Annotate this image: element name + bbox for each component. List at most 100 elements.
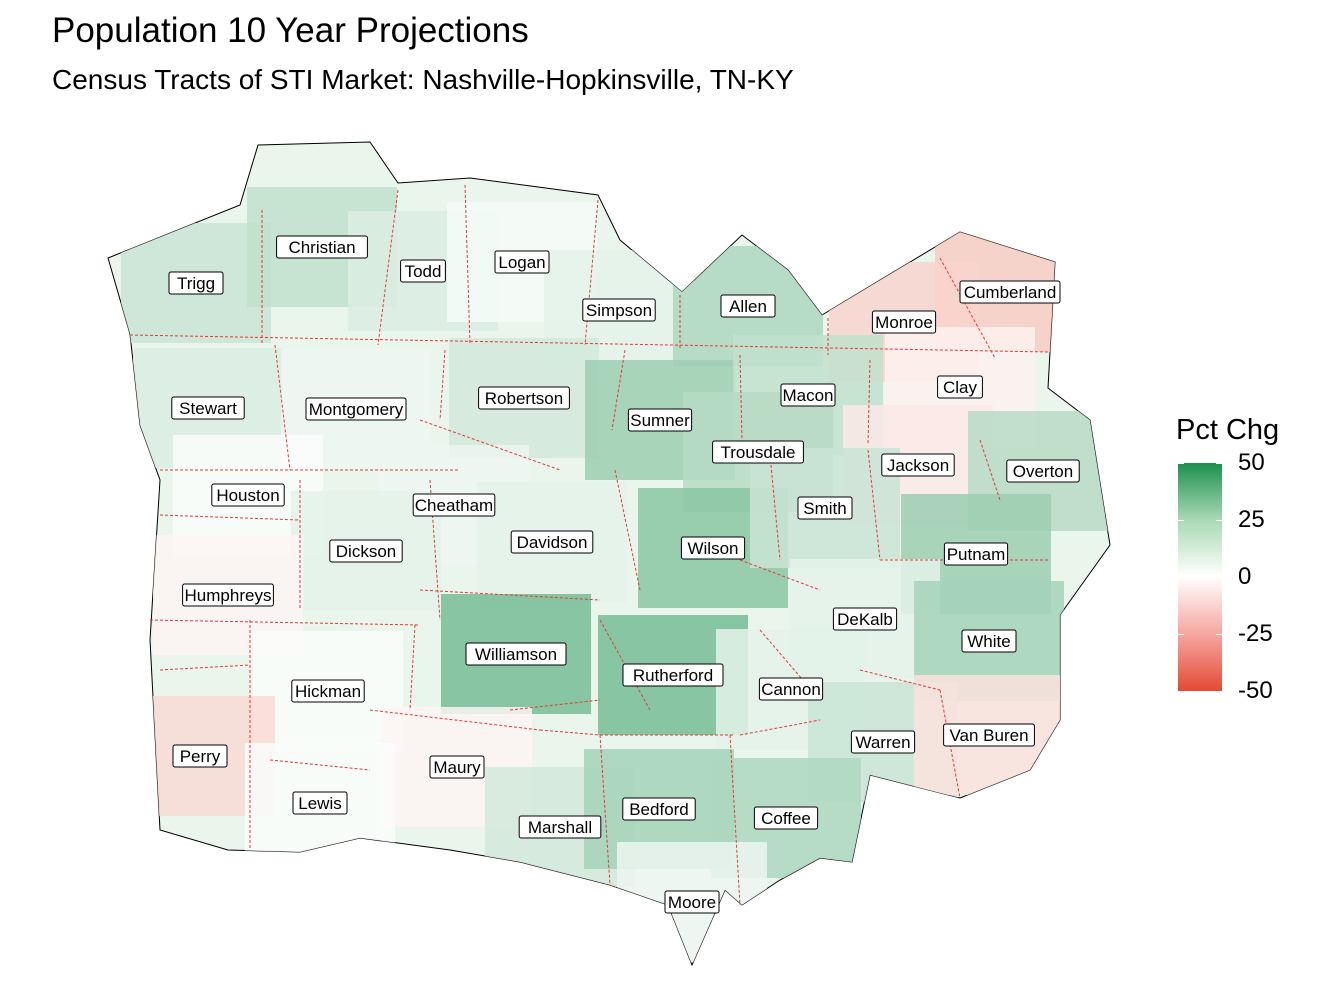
svg-text:Robertson: Robertson bbox=[485, 389, 563, 408]
svg-text:Monroe: Monroe bbox=[875, 313, 933, 332]
county-label-todd: Todd bbox=[400, 259, 446, 283]
svg-text:Putnam: Putnam bbox=[947, 545, 1006, 564]
county-label-putnam: Putnam bbox=[943, 542, 1009, 566]
county-boundary-line bbox=[614, 469, 641, 591]
county-label-wilson: Wilson bbox=[680, 536, 746, 560]
legend-tick-mark bbox=[1216, 463, 1222, 464]
county-boundary-line bbox=[149, 619, 421, 626]
county-boundary-line bbox=[539, 729, 601, 736]
svg-text:Cannon: Cannon bbox=[761, 680, 821, 699]
svg-text:Marshall: Marshall bbox=[528, 818, 592, 837]
county-boundary-line bbox=[377, 189, 399, 346]
county-boundary-line bbox=[464, 184, 471, 346]
county-label-cumberland: Cumberland bbox=[959, 280, 1061, 304]
county-boundary-line bbox=[429, 479, 441, 621]
county-label-maury: Maury bbox=[429, 755, 485, 779]
legend-tick-mark bbox=[1178, 520, 1184, 521]
svg-text:Houston: Houston bbox=[216, 486, 279, 505]
legend-tick-label: 50 bbox=[1238, 449, 1265, 476]
county-label-white: White bbox=[961, 629, 1017, 653]
county-label-humphreys: Humphreys bbox=[182, 583, 274, 607]
county-label-cannon: Cannon bbox=[758, 677, 824, 701]
choropleth-map: Trigg Christian Todd Logan Simpson Allen Cumbe… bbox=[107, 141, 1111, 967]
legend-colorbar bbox=[1178, 463, 1222, 691]
county-label-montgomery: Montgomery bbox=[305, 397, 407, 421]
svg-text:Davidson: Davidson bbox=[517, 533, 588, 552]
county-label-bedford: Bedford bbox=[622, 797, 696, 821]
county-label-marshall: Marshall bbox=[518, 815, 602, 839]
county-boundary-line bbox=[611, 349, 626, 431]
legend-tick-mark bbox=[1178, 463, 1184, 464]
svg-text:Overton: Overton bbox=[1013, 462, 1073, 481]
svg-text:Van Buren: Van Buren bbox=[949, 726, 1028, 745]
county-label-christian: Christian bbox=[276, 235, 368, 259]
county-label-macon: Macon bbox=[780, 383, 836, 407]
legend-tick-label: -50 bbox=[1238, 677, 1273, 704]
svg-text:Moore: Moore bbox=[668, 893, 716, 912]
county-labels: Trigg Christian Todd Logan Simpson Allen Cumbe… bbox=[168, 235, 1080, 914]
county-boundary-line bbox=[439, 349, 446, 421]
svg-text:Logan: Logan bbox=[498, 253, 545, 272]
county-label-robertson: Robertson bbox=[478, 386, 570, 410]
svg-text:Montgomery: Montgomery bbox=[309, 400, 404, 419]
svg-text:Trigg: Trigg bbox=[177, 274, 215, 293]
svg-text:Clay: Clay bbox=[943, 378, 978, 397]
svg-text:Wilson: Wilson bbox=[687, 539, 738, 558]
county-label-sumner: Sumner bbox=[627, 408, 693, 432]
legend-tick-mark bbox=[1216, 634, 1222, 635]
county-boundary-line bbox=[274, 344, 291, 471]
county-label-monroe: Monroe bbox=[871, 310, 937, 334]
county-boundary-line bbox=[409, 624, 416, 711]
county-boundary-line bbox=[419, 589, 601, 601]
county-label-perry: Perry bbox=[172, 744, 228, 768]
county-boundary-line bbox=[769, 454, 781, 561]
county-label-simpson: Simpson bbox=[582, 298, 656, 322]
county-label-warren: Warren bbox=[850, 730, 916, 754]
legend-tick-label: 25 bbox=[1238, 506, 1265, 533]
county-boundary-line bbox=[739, 559, 821, 591]
county-boundary-line bbox=[129, 334, 1049, 353]
svg-text:Jackson: Jackson bbox=[887, 456, 949, 475]
county-label-coffee: Coffee bbox=[753, 806, 819, 830]
svg-text:Perry: Perry bbox=[180, 747, 221, 766]
county-label-davidson: Davidson bbox=[510, 530, 594, 554]
legend-tick-mark bbox=[1178, 577, 1184, 578]
svg-text:Williamson: Williamson bbox=[475, 645, 557, 664]
svg-text:Stewart: Stewart bbox=[179, 399, 237, 418]
county-label-trousdale: Trousdale bbox=[712, 440, 804, 464]
svg-text:Todd: Todd bbox=[405, 262, 442, 281]
svg-text:Lewis: Lewis bbox=[298, 794, 341, 813]
county-boundary-line bbox=[939, 257, 996, 359]
svg-text:White: White bbox=[967, 632, 1010, 651]
county-boundary-line bbox=[369, 709, 541, 731]
county-boundary-line bbox=[859, 669, 941, 691]
county-label-jackson: Jackson bbox=[881, 453, 955, 477]
legend-tick-mark bbox=[1178, 634, 1184, 635]
svg-text:Cumberland: Cumberland bbox=[964, 283, 1057, 302]
county-label-dekalb: DeKalb bbox=[832, 607, 898, 631]
svg-text:DeKalb: DeKalb bbox=[837, 610, 893, 629]
county-boundary-line bbox=[159, 514, 301, 521]
svg-text:Christian: Christian bbox=[288, 238, 355, 257]
svg-text:Maury: Maury bbox=[433, 758, 481, 777]
county-label-williamson: Williamson bbox=[465, 642, 567, 666]
county-boundary-line bbox=[509, 699, 601, 711]
county-boundary-line bbox=[729, 734, 741, 906]
county-label-trigg: Trigg bbox=[168, 271, 224, 295]
county-boundary-line bbox=[599, 734, 611, 886]
legend-tick-mark bbox=[1216, 577, 1222, 578]
county-label-stewart: Stewart bbox=[171, 396, 245, 420]
svg-text:Humphreys: Humphreys bbox=[185, 586, 272, 605]
county-label-rutherford: Rutherford bbox=[622, 663, 724, 687]
svg-text:Bedford: Bedford bbox=[629, 800, 689, 819]
svg-text:Dickson: Dickson bbox=[336, 542, 396, 561]
county-label-logan: Logan bbox=[494, 250, 550, 274]
legend-tick-mark bbox=[1216, 691, 1222, 692]
county-label-clay: Clay bbox=[937, 375, 983, 399]
svg-text:Smith: Smith bbox=[803, 499, 846, 518]
county-boundary-line bbox=[867, 449, 881, 561]
county-boundary-line bbox=[159, 664, 251, 671]
county-label-houston: Houston bbox=[211, 483, 285, 507]
map-subtitle: Census Tracts of STI Market: Nashville-H… bbox=[52, 64, 794, 95]
county-label-hickman: Hickman bbox=[291, 679, 365, 703]
